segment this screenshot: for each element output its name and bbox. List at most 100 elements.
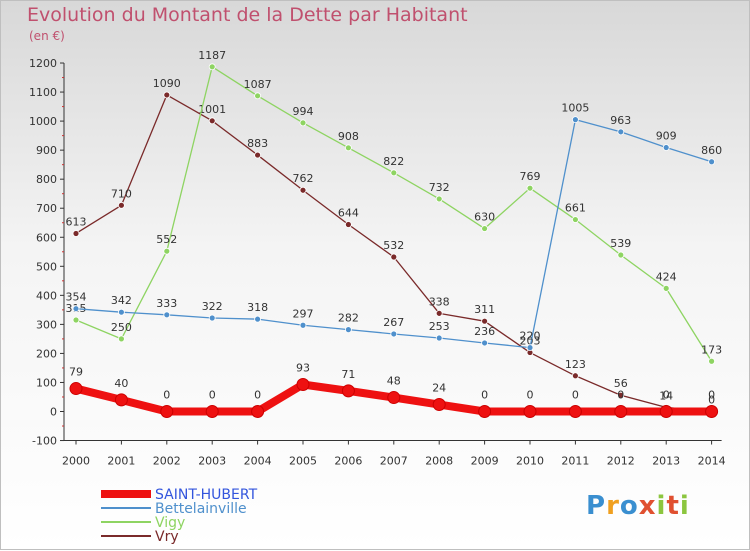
data-point [163, 247, 171, 255]
data-label: 0 [481, 389, 488, 402]
data-label: 424 [656, 270, 677, 283]
logo-letter: x [638, 491, 657, 521]
data-label: 250 [111, 321, 132, 334]
data-point [296, 377, 310, 391]
data-label: 0 [708, 394, 715, 407]
data-label: 203 [520, 335, 541, 348]
data-point [163, 311, 171, 319]
x-tick-label: 2006 [334, 455, 362, 468]
legend-entry: SAINT-HUBERT [155, 487, 258, 503]
data-point [572, 216, 579, 223]
data-label: 532 [383, 239, 404, 252]
data-point [617, 128, 625, 136]
data-label: 769 [520, 170, 541, 183]
data-point [662, 144, 670, 151]
data-label: 253 [429, 320, 450, 333]
logo-letter: t [666, 491, 680, 521]
x-tick-label: 2008 [425, 455, 453, 468]
data-label: 552 [156, 233, 177, 246]
data-point [299, 186, 307, 194]
data-point [254, 92, 262, 100]
data-point [435, 195, 443, 203]
data-point [390, 253, 398, 261]
data-label: 908 [338, 130, 359, 143]
data-label: 40 [114, 377, 128, 390]
data-point [72, 305, 80, 313]
data-point [344, 326, 352, 334]
data-label: 14 [659, 389, 673, 402]
data-point [708, 357, 715, 365]
data-point [344, 221, 352, 228]
series-vigy: 3152505521187108799490882273263076966153… [66, 49, 722, 365]
data-label: 1005 [561, 102, 589, 115]
x-tick-label: 2010 [516, 455, 544, 468]
data-point [72, 316, 80, 324]
data-point [118, 308, 125, 316]
data-label: 342 [111, 294, 132, 307]
data-point [526, 184, 534, 192]
data-label: 123 [565, 358, 586, 371]
x-tick-label: 2013 [652, 455, 680, 468]
data-point [572, 372, 579, 380]
data-point [299, 321, 307, 329]
data-point [481, 225, 489, 232]
x-tick-label: 2003 [198, 455, 226, 468]
y-tick-label: 600 [36, 231, 57, 244]
data-point [390, 169, 398, 177]
data-point [114, 393, 128, 407]
y-tick-label: 400 [36, 289, 57, 302]
data-label: 333 [156, 297, 177, 310]
series-line [75, 94, 713, 413]
data-label: 0 [572, 389, 579, 402]
logo-letter: r [606, 491, 620, 521]
data-label: 613 [66, 215, 87, 228]
data-label: 1187 [198, 49, 226, 62]
data-label: 318 [247, 301, 268, 314]
x-tick-label: 2001 [107, 455, 135, 468]
y-tick-label: 200 [36, 347, 57, 360]
legend-entry: Vigy [155, 515, 185, 531]
series-vry: 6137101090100188376264453233831120312356… [66, 77, 715, 415]
data-point [523, 405, 537, 418]
y-tick-label: 800 [36, 173, 57, 186]
data-point [251, 405, 265, 418]
data-label: 354 [66, 291, 87, 304]
data-point [662, 284, 670, 292]
data-label: 282 [338, 312, 359, 325]
data-point [526, 344, 534, 352]
y-tick-label: 1000 [29, 115, 57, 128]
data-label: 0 [663, 389, 670, 402]
data-label: 1087 [244, 78, 272, 91]
data-label: 732 [429, 181, 450, 194]
data-point [118, 201, 125, 209]
data-point [481, 317, 489, 325]
data-label: 860 [701, 144, 722, 157]
legend-entry: Bettelainville [155, 501, 247, 517]
data-label: 297 [293, 307, 314, 320]
data-label: 909 [656, 130, 677, 143]
data-label: 644 [338, 206, 359, 219]
data-point [118, 335, 125, 343]
data-label: 539 [610, 237, 631, 250]
data-point [432, 398, 446, 412]
data-point [341, 384, 355, 398]
data-label: 963 [610, 114, 631, 127]
y-tick-label: 700 [36, 202, 57, 215]
data-label: 630 [474, 211, 495, 224]
y-tick-label: 300 [36, 318, 57, 331]
data-point [344, 144, 352, 152]
x-tick-label: 2009 [471, 455, 499, 468]
data-point [254, 315, 262, 323]
data-label: 173 [701, 343, 722, 356]
data-label: 762 [293, 172, 314, 185]
data-label: 0 [209, 389, 216, 402]
y-tick-label: -100 [32, 435, 57, 448]
data-point [705, 405, 719, 418]
data-point [435, 309, 443, 317]
data-point [208, 314, 216, 322]
data-point [435, 334, 443, 342]
x-tick-label: 2004 [244, 455, 272, 468]
data-label: 0 [617, 389, 624, 402]
